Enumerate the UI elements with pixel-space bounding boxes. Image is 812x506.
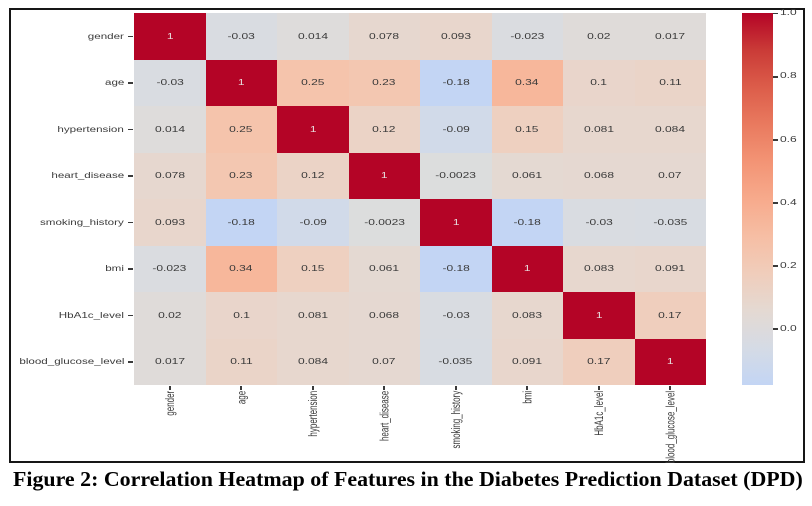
svg-text:smoking_history: smoking_history: [450, 390, 463, 448]
svg-text:bmi: bmi: [522, 391, 535, 404]
svg-text:heart_disease: heart_disease: [379, 391, 392, 441]
svg-text:gender: gender: [164, 390, 177, 415]
svg-text:age: age: [236, 391, 249, 405]
svg-text:blood_glucose_level: blood_glucose_level: [665, 391, 678, 463]
svg-text:HbA1c_level: HbA1c_level: [593, 391, 606, 436]
svg-text:hypertension: hypertension: [307, 391, 320, 437]
